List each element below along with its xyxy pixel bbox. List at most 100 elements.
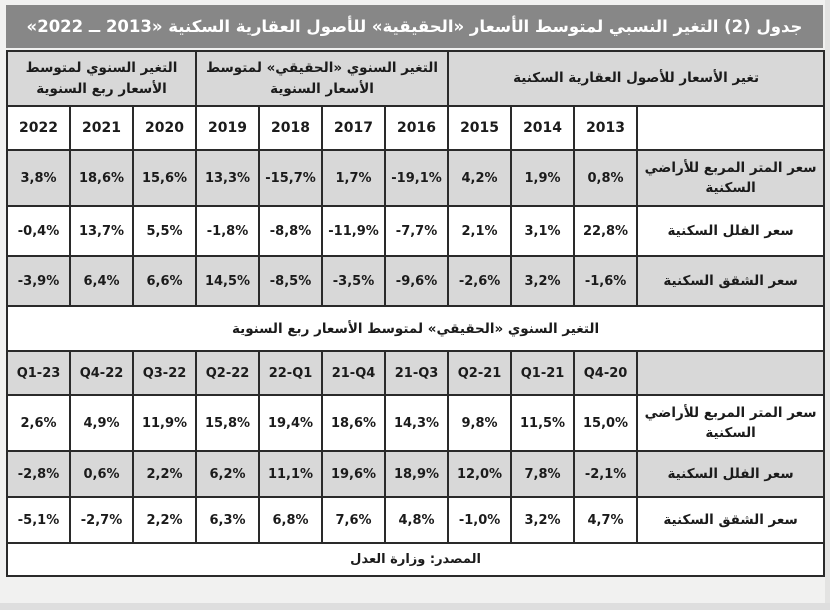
table-row-quarterly-land-sqm: 2,6% 4,9% 11,9% 15,8% 19,4% 18,6% 14,3% … [6, 394, 826, 452]
value-cell: 11,5% [510, 394, 576, 452]
page-edge-bottom [0, 603, 830, 610]
value-cell: -2,1% [573, 450, 639, 498]
year-header-2022: 2022 [6, 105, 71, 151]
value-cell: -2,8% [6, 450, 71, 498]
value-cell: -8,8% [258, 205, 324, 257]
value-cell: 6,6% [131, 255, 198, 307]
years-header-row: 2022 2021 2020 2019 2018 2017 2016 2015 … [6, 105, 826, 151]
value-cell: 4,9% [69, 394, 134, 452]
value-cell: 6,3% [195, 496, 261, 544]
group-header-quarterly-averages: التغير السنوي لمتوسط الأسعار ربع السنوية [5, 50, 198, 107]
value-cell: 5,5% [131, 205, 198, 257]
row-label-villas: سعر الفلل السكنية [636, 205, 826, 257]
value-cell: 18,6% [321, 394, 387, 452]
value-cell: 3,2% [510, 496, 576, 544]
source-note: المصدر: وزارة العدل [5, 542, 826, 577]
quarter-header-q2-21: Q2-21 [447, 350, 513, 396]
value-cell: 0,8% [573, 149, 639, 207]
row-label-land-sqm: سعر المتر المربع للأراضي السكنية [636, 394, 826, 452]
year-header-2014: 2014 [510, 105, 576, 151]
table-row-annual-villas: -0,4% 13,7% 5,5% -1,8% -8,8% -11,9% -7,7… [6, 205, 826, 257]
quarters-header-row: Q1-23 Q4-22 Q3-22 Q2-22 22-Q1 21-Q4 21-Q… [6, 350, 826, 396]
value-cell: 11,9% [131, 394, 198, 452]
value-cell: -1,8% [195, 205, 261, 257]
row-label-apartments: سعر الشقق السكنية [636, 255, 826, 307]
source-row: المصدر: وزارة العدل [5, 542, 826, 577]
value-cell: 4,2% [447, 149, 513, 207]
value-cell: 22,8% [573, 205, 639, 257]
value-cell: 7,6% [321, 496, 387, 544]
table-row-quarterly-villas: -2,8% 0,6% 2,2% 6,2% 11,1% 19,6% 18,9% 1… [6, 450, 826, 498]
real-estate-price-change-table: التغير السنوي لمتوسط الأسعار ربع السنوية… [5, 50, 826, 577]
value-cell: -3,9% [6, 255, 71, 307]
value-cell: -11,9% [321, 205, 387, 257]
value-cell: 14,5% [195, 255, 261, 307]
value-cell: 14,3% [384, 394, 450, 452]
quarter-header-q3-21: 21-Q3 [384, 350, 450, 396]
value-cell: -5,1% [6, 496, 71, 544]
year-header-2016: 2016 [384, 105, 450, 151]
row-label-header-empty [636, 105, 826, 151]
value-cell: -2,7% [69, 496, 134, 544]
year-header-2020: 2020 [131, 105, 198, 151]
group-header-row: التغير السنوي لمتوسط الأسعار ربع السنوية… [5, 50, 826, 107]
row-label-header-empty [636, 350, 826, 396]
value-cell: -9,6% [384, 255, 450, 307]
table-row-annual-land-sqm: 3,8% 18,6% 15,6% 13,3% -15,7% 1,7% -19,1… [6, 149, 826, 207]
page-edge-right [825, 0, 830, 610]
value-cell: -0,4% [6, 205, 71, 257]
row-label-villas: سعر الفلل السكنية [636, 450, 826, 498]
value-cell: 6,8% [258, 496, 324, 544]
quarter-header-q4-22: Q4-22 [69, 350, 134, 396]
value-cell: 4,8% [384, 496, 450, 544]
year-header-2013: 2013 [573, 105, 639, 151]
group-header-asset-price-change: تغير الأسعار للأصول العقارية السكنية [447, 50, 826, 107]
value-cell: 15,6% [131, 149, 198, 207]
year-header-2017: 2017 [321, 105, 387, 151]
value-cell: 19,6% [321, 450, 387, 498]
row-label-apartments: سعر الشقق السكنية [636, 496, 826, 544]
table-row-quarterly-apartments: -5,1% -2,7% 2,2% 6,3% 6,8% 7,6% 4,8% -1,… [6, 496, 826, 544]
value-cell: 3,1% [510, 205, 576, 257]
value-cell: 2,1% [447, 205, 513, 257]
value-cell: 11,1% [258, 450, 324, 498]
value-cell: -15,7% [258, 149, 324, 207]
value-cell: 18,9% [384, 450, 450, 498]
quarter-header-q4-21: 21-Q4 [321, 350, 387, 396]
quarter-header-q1-21: Q1-21 [510, 350, 576, 396]
value-cell: 15,8% [195, 394, 261, 452]
year-header-2018: 2018 [258, 105, 324, 151]
quarter-header-q3-22: Q3-22 [131, 350, 198, 396]
value-cell: 3,2% [510, 255, 576, 307]
value-cell: 1,9% [510, 149, 576, 207]
value-cell: -2,6% [447, 255, 513, 307]
value-cell: 2,6% [6, 394, 71, 452]
quarter-header-q1-23: Q1-23 [6, 350, 71, 396]
value-cell: 6,4% [69, 255, 134, 307]
value-cell: 9,8% [447, 394, 513, 452]
value-cell: -19,1% [384, 149, 450, 207]
section-header-quarterly-real-change: التغير السنوي «الحقيقي» لمتوسط الأسعار ر… [5, 305, 826, 352]
quarter-header-q4-20: Q4-20 [573, 350, 639, 396]
value-cell: -3,5% [321, 255, 387, 307]
quarter-header-q1-22: 22-Q1 [258, 350, 324, 396]
value-cell: 1,7% [321, 149, 387, 207]
value-cell: 13,3% [195, 149, 261, 207]
value-cell: 13,7% [69, 205, 134, 257]
value-cell: 19,4% [258, 394, 324, 452]
value-cell: -1,6% [573, 255, 639, 307]
value-cell: 4,7% [573, 496, 639, 544]
year-header-2021: 2021 [69, 105, 134, 151]
value-cell: 0,6% [69, 450, 134, 498]
group-header-real-annual-averages: التغير السنوي «الحقيقي» لمتوسط الأسعار ا… [195, 50, 450, 107]
year-header-2019: 2019 [195, 105, 261, 151]
value-cell: 2,2% [131, 450, 198, 498]
value-cell: -8,5% [258, 255, 324, 307]
table-row-annual-apartments: -3,9% 6,4% 6,6% 14,5% -8,5% -3,5% -9,6% … [6, 255, 826, 307]
row-label-land-sqm: سعر المتر المربع للأراضي السكنية [636, 149, 826, 207]
value-cell: 12,0% [447, 450, 513, 498]
table-title: جدول (2) التغير النسبي لمتوسط الأسعار «ا… [26, 17, 803, 36]
year-header-2015: 2015 [447, 105, 513, 151]
value-cell: 7,8% [510, 450, 576, 498]
